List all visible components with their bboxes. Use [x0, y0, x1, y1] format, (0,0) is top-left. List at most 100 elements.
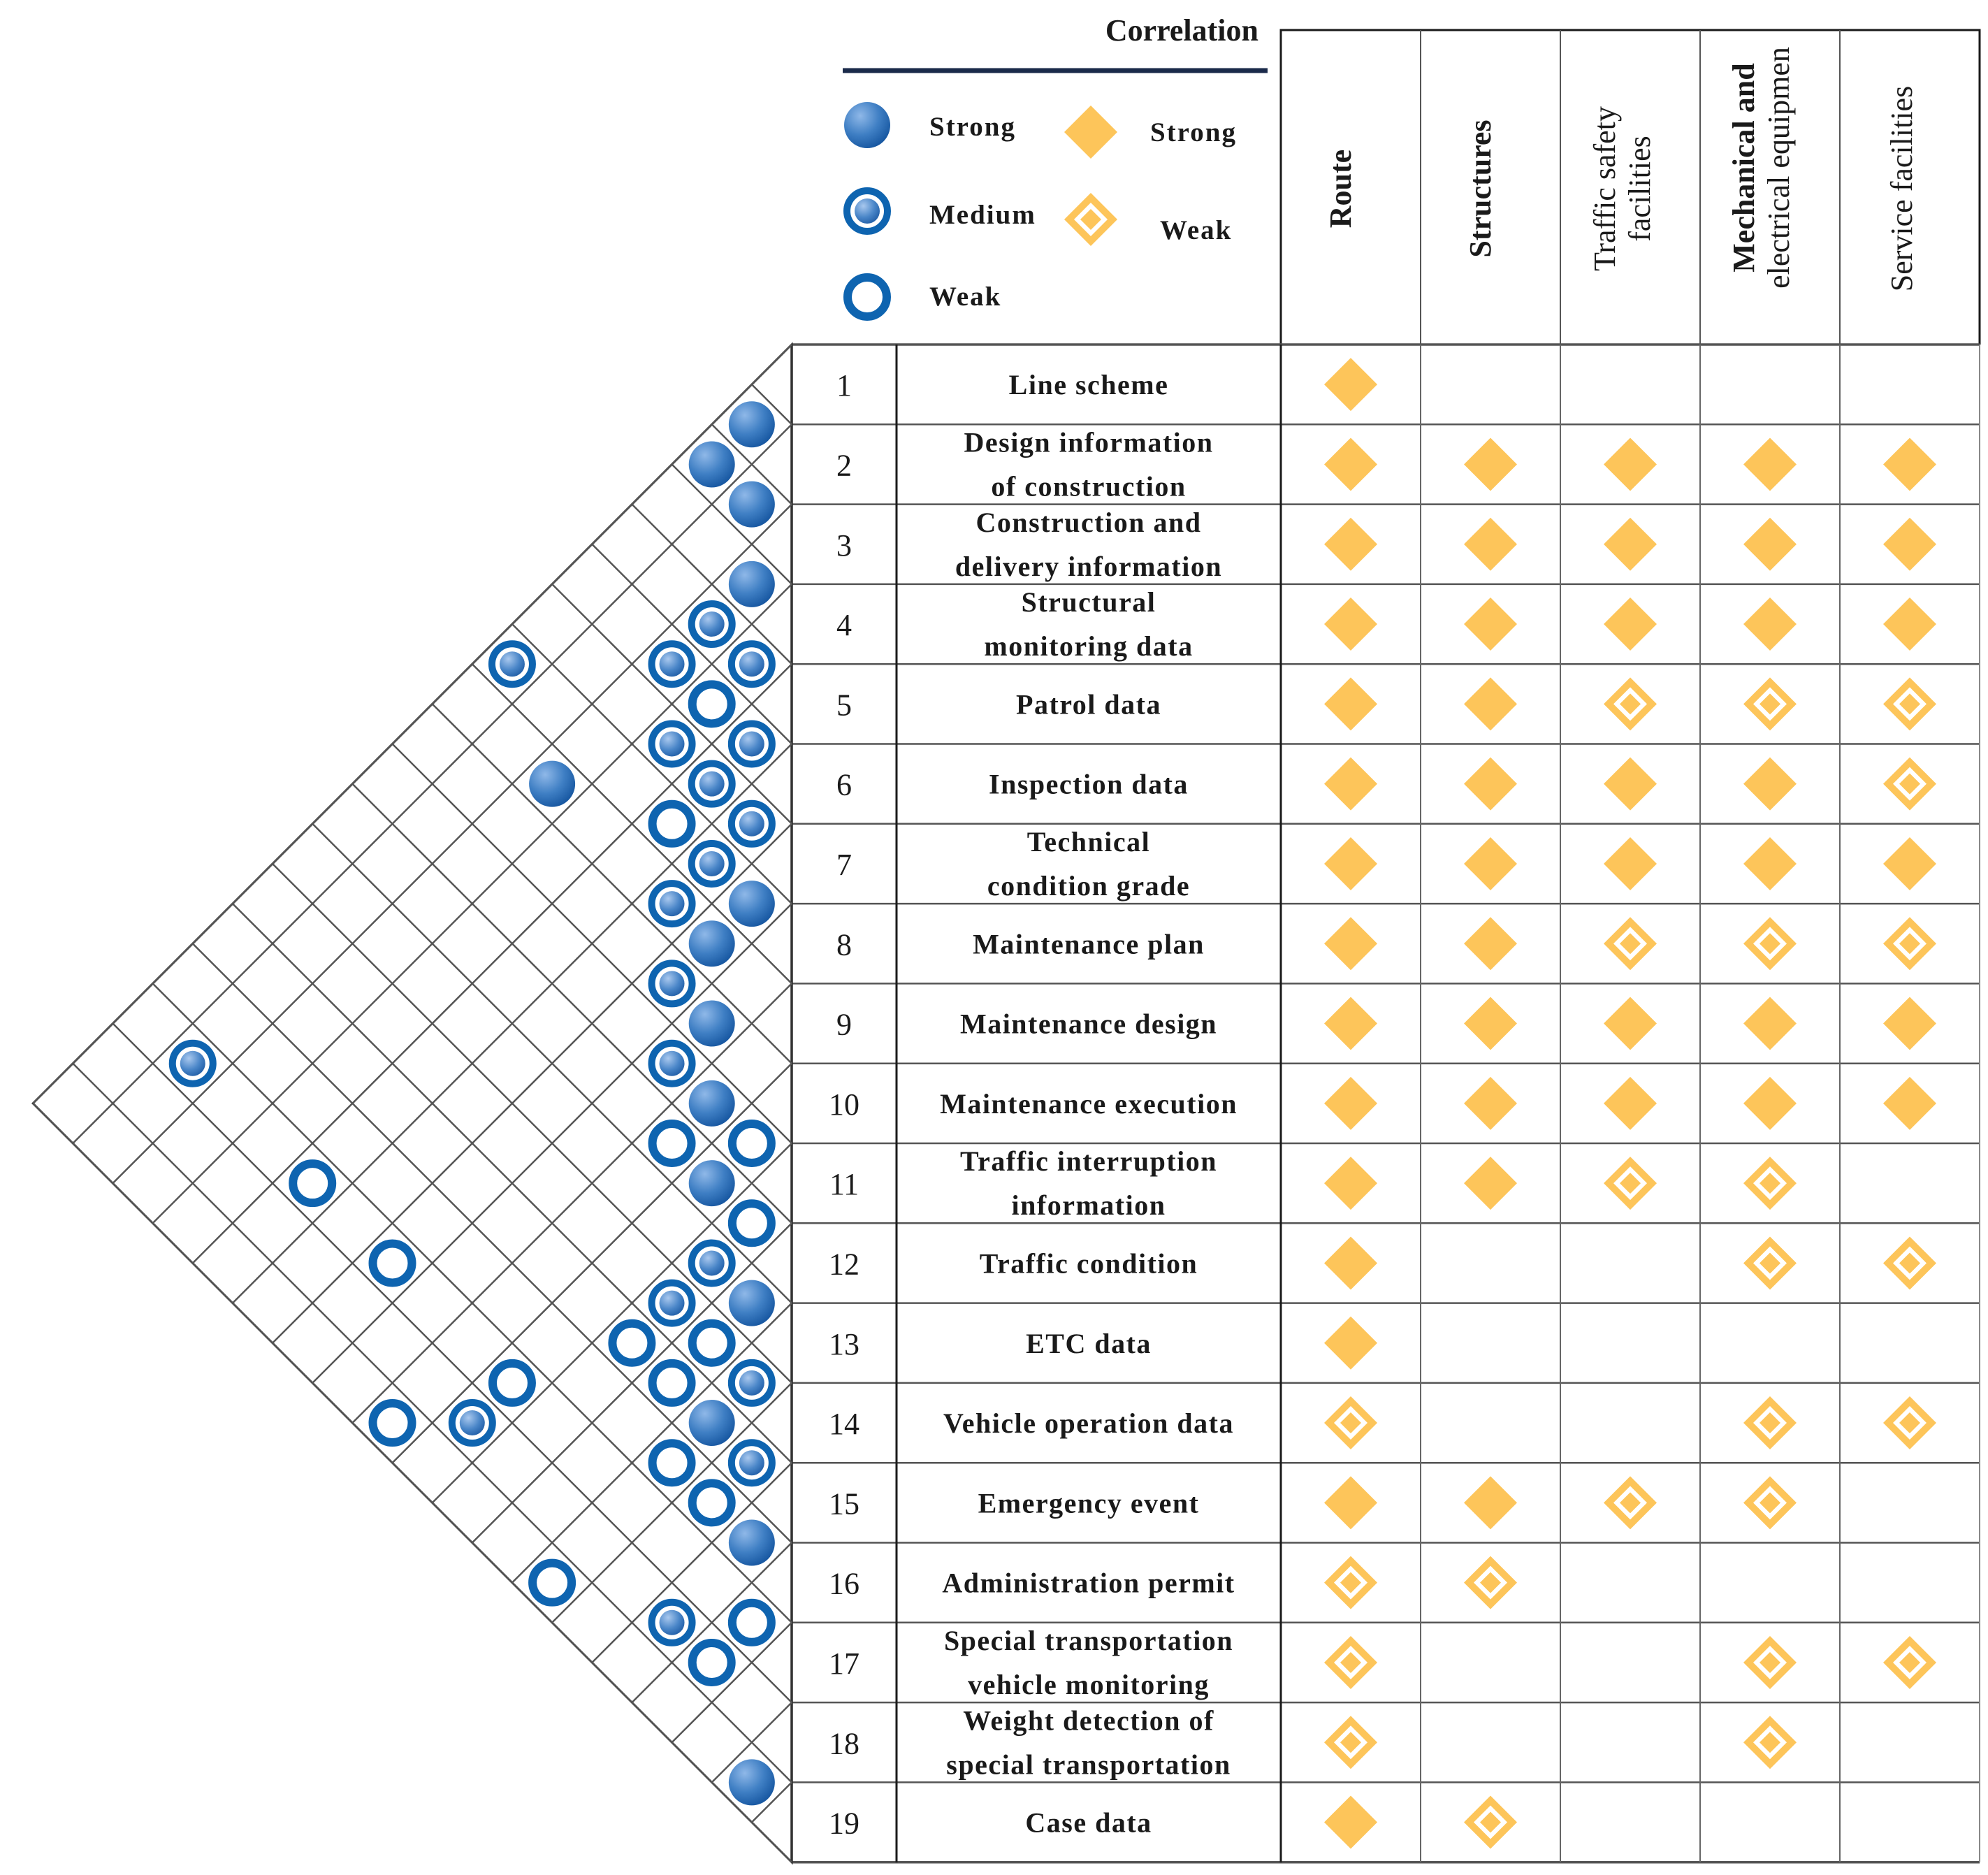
- correlation-triangle: [31, 342, 793, 1865]
- correlation-cell: [1324, 677, 1377, 731]
- triangle-grid-line: [272, 863, 792, 1384]
- triangle-grid-line: [750, 1781, 792, 1823]
- pair-correlation-mark: [448, 1399, 496, 1447]
- strong-diamond-icon: [1324, 997, 1377, 1050]
- table-row: 14 Vehicle operation data: [829, 1396, 1936, 1450]
- triangle-grid-line: [471, 663, 792, 985]
- weak-circle-icon: [368, 1399, 416, 1447]
- row-label: Design information of construction: [964, 426, 1214, 502]
- strong-diamond-icon: [1324, 1795, 1377, 1849]
- triangle-grid-line: [112, 1022, 792, 1703]
- strong-diamond-icon: [1464, 997, 1517, 1050]
- correlation-cell: [1464, 677, 1517, 731]
- row-number: 7: [836, 848, 852, 882]
- strong-circle-icon: [728, 881, 775, 927]
- correlation-cell: [1743, 1157, 1797, 1210]
- strong-diamond-icon: [1743, 1076, 1797, 1130]
- table-row: 18 Weight detection of special transportat…: [829, 1704, 1797, 1780]
- legend-diamond-strong: Strong: [1064, 106, 1235, 159]
- correlation-cell: [1324, 1476, 1377, 1530]
- triangle-grid-line: [32, 344, 792, 1104]
- correlation-cell: [1883, 1236, 1936, 1290]
- correlation-cell: [1604, 598, 1657, 651]
- triangle-grid-line: [431, 1143, 792, 1504]
- pair-correlation-mark: [648, 640, 696, 688]
- correlation-cell: [1464, 598, 1517, 651]
- pair-correlation-mark: [727, 1359, 776, 1407]
- pair-correlation-mark: [727, 1199, 776, 1247]
- row-label: Case data: [1025, 1807, 1152, 1839]
- correlation-cell: [1324, 598, 1377, 651]
- strong-diamond-icon: [1324, 358, 1377, 412]
- table-row: 16 Administration permit: [829, 1556, 1517, 1609]
- correlation-cell: [1324, 1316, 1377, 1370]
- correlation-cell: [1743, 677, 1797, 731]
- pair-correlation-mark: [688, 441, 735, 488]
- correlation-cell: [1324, 517, 1377, 571]
- triangle-grid-line: [551, 584, 792, 825]
- table-row: 7 Technical condition grade: [836, 826, 1936, 902]
- pair-correlation-mark: [608, 1319, 656, 1367]
- triangle-grid-line: [72, 1062, 792, 1783]
- pair-correlation-mark: [727, 1439, 776, 1487]
- strong-diamond-icon: [1324, 677, 1377, 731]
- correlation-cell: [1604, 517, 1657, 571]
- correlation-cell: [1464, 1476, 1517, 1530]
- row-label: Maintenance design: [960, 1008, 1217, 1040]
- correlation-cell: [1743, 1076, 1797, 1130]
- row-number: 19: [829, 1807, 859, 1841]
- legend-circle-weak: Weak: [843, 273, 1001, 321]
- weak-circle-icon: [648, 1120, 696, 1167]
- pair-correlation-mark: [648, 720, 696, 768]
- triangle-grid-line: [631, 503, 792, 665]
- table-grid: [790, 29, 1981, 1864]
- row-label: ETC data: [1026, 1328, 1152, 1359]
- pair-correlation-mark: [727, 799, 776, 848]
- correlation-cell: [1743, 1635, 1797, 1689]
- legend-circle-weak-label: Weak: [929, 282, 1001, 312]
- row-number: 3: [836, 528, 852, 563]
- correlation-cell: [1743, 517, 1797, 571]
- correlation-cell: [1883, 1396, 1936, 1450]
- correlation-cell: [1604, 437, 1657, 491]
- weak-circle-icon: [688, 1319, 736, 1367]
- triangle-grid-line: [671, 1621, 792, 1744]
- correlation-cell: [1324, 437, 1377, 491]
- triangle-grid-line: [272, 823, 792, 1344]
- svg-text:Route: Route: [1323, 150, 1358, 228]
- row-label: Patrol data: [1016, 688, 1161, 720]
- strong-diamond-icon: [1743, 598, 1797, 651]
- pair-correlation-mark: [648, 1598, 696, 1646]
- row-label: Administration permit: [942, 1568, 1235, 1599]
- row-number: 17: [829, 1646, 859, 1681]
- pair-correlation-mark: [688, 920, 735, 967]
- pair-correlation-mark: [688, 839, 736, 888]
- strong-diamond-icon: [1604, 997, 1657, 1050]
- weak-circle-icon: [368, 1239, 416, 1287]
- strong-diamond-icon: [1883, 517, 1936, 571]
- row-label: Maintenance plan: [973, 928, 1205, 960]
- strong-circle-icon: [688, 1000, 735, 1047]
- pair-correlation-mark: [648, 1439, 696, 1487]
- strong-diamond-icon: [1464, 1157, 1517, 1210]
- strong-circle-icon: [688, 1160, 735, 1207]
- pair-correlation-mark: [728, 1759, 775, 1806]
- correlation-cell: [1324, 1716, 1377, 1769]
- correlation-cell: [1464, 517, 1517, 571]
- pair-correlation-mark: [727, 1120, 776, 1167]
- correlation-cell: [1464, 1076, 1517, 1130]
- correlation-cell: [1324, 997, 1377, 1050]
- correlation-cell: [1324, 757, 1377, 811]
- col-header-traffic-safety-line1: Traffic safety: [1588, 106, 1622, 271]
- col-header-traffic-safety-line2: facilities: [1623, 136, 1657, 242]
- table-row: 6 Inspection data: [836, 757, 1936, 811]
- strong-diamond-icon: [1464, 757, 1517, 811]
- row-number: 9: [836, 1008, 852, 1042]
- weak-circle-icon: [843, 273, 891, 321]
- pair-correlation-mark: [648, 960, 696, 1008]
- table-row: 5 Patrol data: [836, 677, 1936, 731]
- svg-text:Structures: Structures: [1463, 120, 1497, 257]
- pair-correlation-mark: [727, 720, 776, 768]
- pair-correlation-mark: [728, 481, 775, 528]
- strong-diamond-icon: [1464, 517, 1517, 571]
